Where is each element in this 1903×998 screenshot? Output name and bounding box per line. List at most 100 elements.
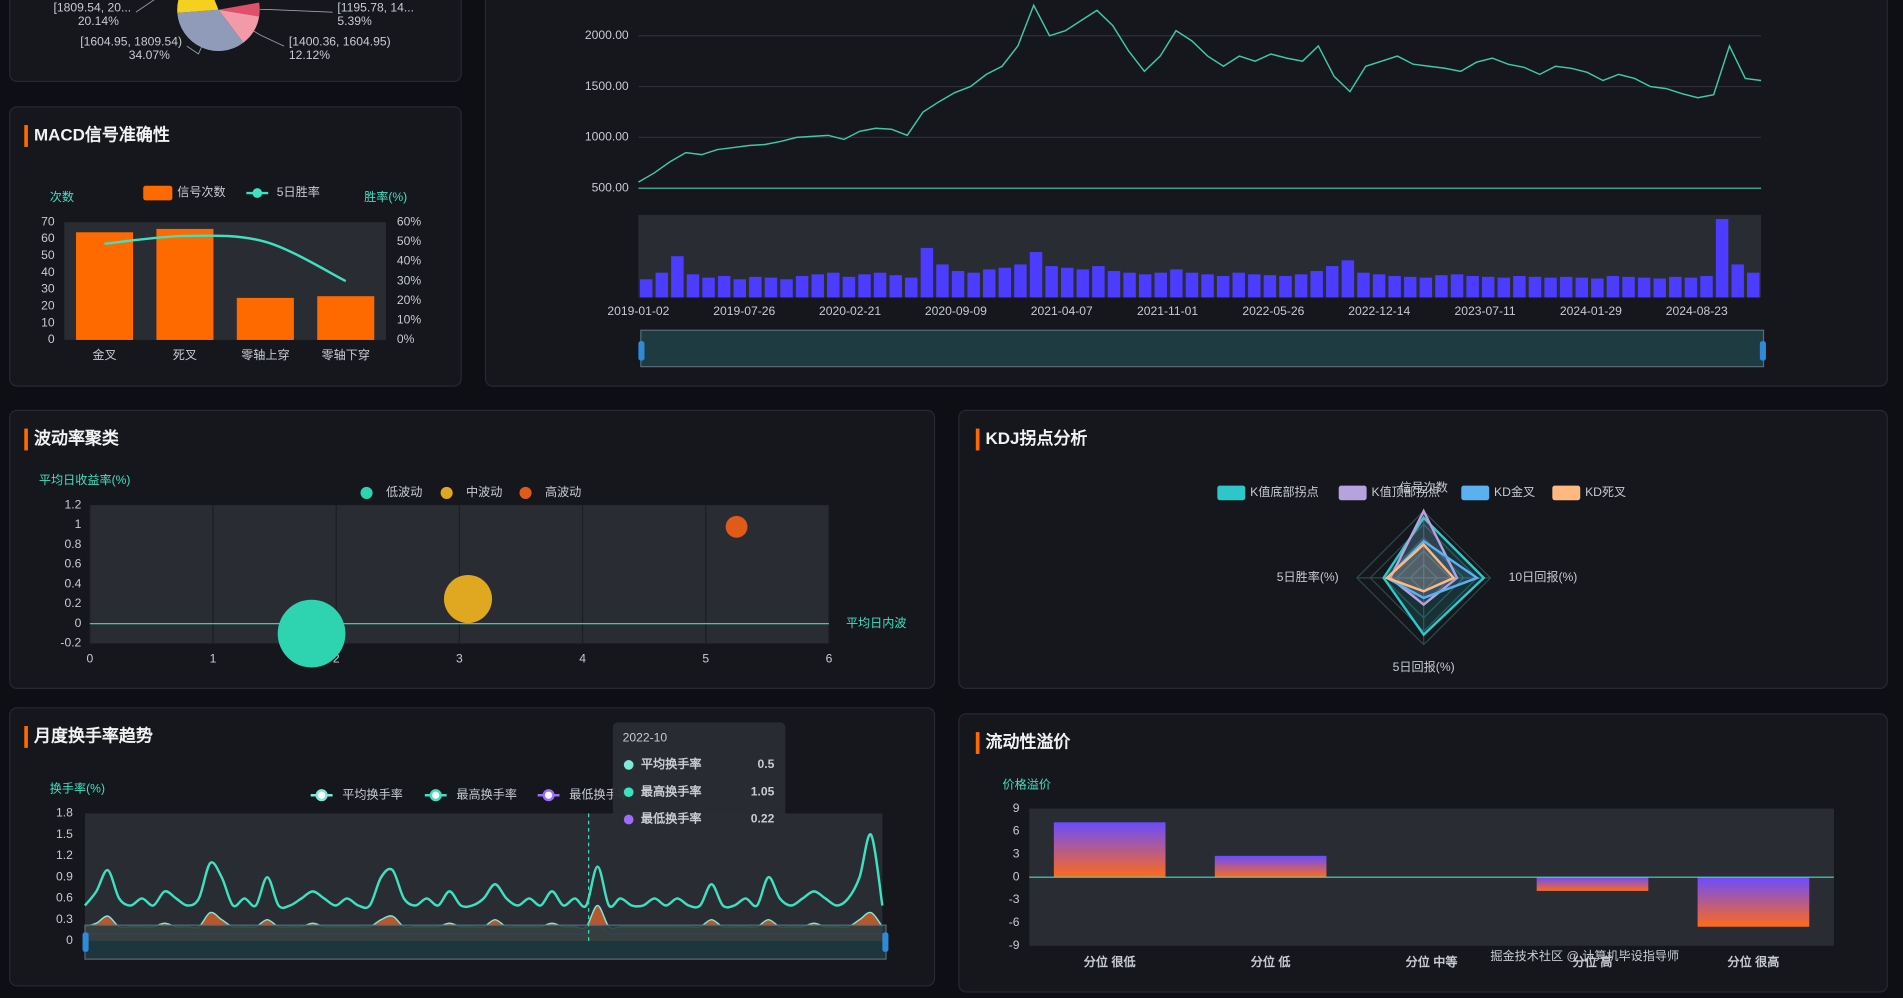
volume-area [638,214,1762,298]
x-tick-label: 零轴上穿 [241,347,290,362]
y2-tick-label: 0% [397,332,415,346]
y-tick-label: 0.3 [56,912,73,926]
zoom-handle [82,932,89,952]
bar [317,296,375,340]
legend-icon [315,789,328,802]
x-tick-label: 2023-07-11 [1455,304,1516,318]
volume-bar [1279,275,1292,298]
x-tick-label: 分位 中等 [1406,954,1458,969]
legend-icon [360,486,373,499]
x-tick-label: 金叉 [92,347,116,362]
y-tick-label: 1 [75,517,82,531]
x-tick-label: 4 [579,651,586,665]
y-tick-label: 2000.00 [585,28,629,42]
bar [1697,877,1810,927]
y-tick-label: -6 [1009,915,1020,929]
legend-icon [252,188,263,198]
zoom-slider [84,924,887,960]
x-tick-label: 2022-12-14 [1348,304,1410,318]
legend-icon [542,789,555,802]
y-tick-label: 1500.00 [585,79,629,93]
volume-bar [1092,266,1105,298]
volume-bar [1731,264,1744,298]
y2-tick-label: 60% [397,214,421,228]
y-tick-label: 60 [41,231,55,245]
tooltip-dot [623,814,634,825]
x-tick-label: 分位 很高 [1727,954,1779,969]
volume-bar [1216,275,1230,298]
radar-indicator: 信号次数 [1399,479,1448,494]
watermark: 掘金技术社区 @ 计算机毕设指导师 [1490,948,1679,963]
legend-icon [440,486,453,499]
volume-bar [1341,260,1355,298]
pie-value-label: 5.39% [337,14,372,28]
volume-bar [1185,272,1199,298]
volume-bar [655,272,669,298]
price-line [638,3,1762,183]
title-bar [975,428,980,451]
pie-label: [1195.78, 14... [337,1,414,15]
volume-bar [1559,276,1573,298]
volume-bar [1637,277,1651,298]
x-tick-label: 0 [86,651,93,665]
volume-bar [1404,276,1417,298]
y-tick-label: 1.5 [56,827,73,841]
x-tick-label: 分位 很低 [1084,954,1136,969]
x-tick-label: 3 [456,651,463,665]
y-tick-label: 0.2 [64,596,81,610]
volume-bar [936,264,949,298]
volume-bar [1294,274,1308,298]
radar-polygon [1384,542,1456,593]
y-tick-label: 500.00 [592,180,629,194]
volume-bar [1138,274,1152,298]
volume-bar [889,275,902,298]
volume-bar [1263,275,1277,298]
tooltip-dot [623,787,634,798]
axis-name: 价格溢价 [1003,777,1052,792]
leader-line [135,0,184,13]
bar [236,297,294,340]
y-tick-label: 0 [75,616,82,630]
y2-tick-label: 10% [397,313,421,327]
volume-bar [795,275,809,298]
title-bar [24,726,28,748]
volume-bar [1372,274,1386,298]
volume-bar [1107,271,1121,298]
axis-name: 换手率(%) [50,780,105,795]
volume-bar [1388,275,1401,298]
x-tick-label: 6 [826,651,833,665]
volume-bar [1653,278,1666,298]
x-tick-label: 2021-11-01 [1137,304,1198,318]
volume-bar [1575,277,1589,298]
x-tick-label: 分位 低 [1251,954,1291,969]
x-tick-label: 1 [210,651,217,665]
x-tick-label: 2019-01-02 [607,304,669,318]
y-tick-label: 1000.00 [585,130,629,144]
volume-bar [983,269,996,298]
y-tick-label: 0.4 [64,576,81,590]
leader-line [186,45,202,55]
volume-bar [1544,277,1557,298]
zoom-handle [1759,341,1766,361]
volume-bar [920,247,934,298]
volume-bar [702,277,715,298]
y-tick-label: -0.2 [60,636,81,650]
bar [1214,855,1327,878]
y-tick-label: 3 [1013,847,1020,861]
x-tick-label: 死叉 [173,348,197,362]
title-bar [24,428,28,451]
volume-bar [842,276,856,298]
pie-label: [1604.95, 1809.54) [80,35,182,49]
y-tick-label: -9 [1009,938,1020,952]
x-tick-label: 2019-07-26 [713,304,775,318]
volume-bar [1622,276,1635,298]
radar-indicator: 5日胜率(%) [1277,569,1339,584]
pie-slice [177,9,244,51]
pie-slice [177,0,219,13]
volume-bar [998,267,1012,298]
axis-name: 次数 [50,189,74,204]
volume-bar [1014,264,1027,298]
root: MACD信号准确性 波动率聚类 KDJ拐点分析 月度换手率趋势 流动性溢价 [1… [9,0,1888,993]
bar [1536,877,1649,891]
volume-bar [671,256,684,298]
